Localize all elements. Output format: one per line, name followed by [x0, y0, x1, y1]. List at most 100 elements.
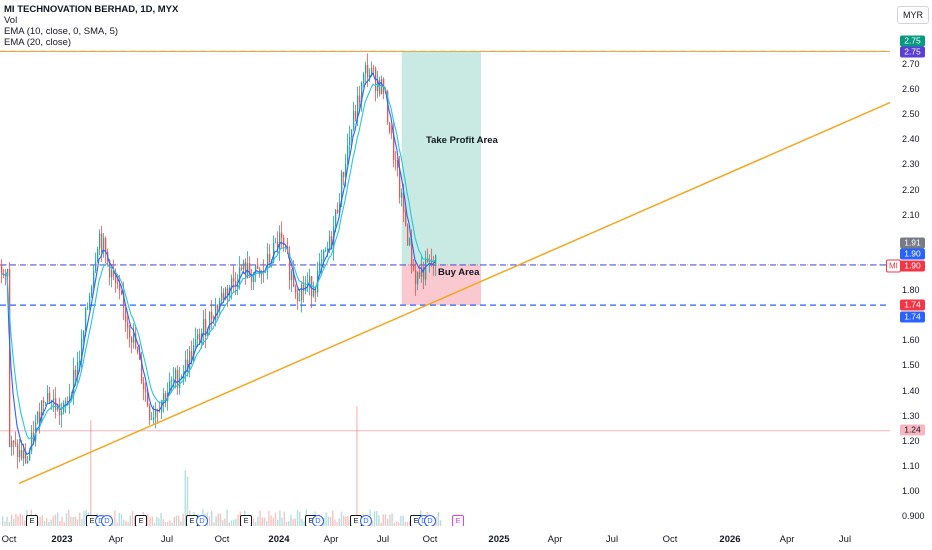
- time-label: Apr: [779, 534, 795, 545]
- candle-body: [65, 401, 67, 404]
- candle-body: [207, 329, 209, 336]
- candle-body: [105, 238, 107, 252]
- buy-area-label: Buy Area: [438, 267, 480, 278]
- candle-body: [1, 264, 3, 274]
- candle-body: [123, 294, 125, 308]
- volume-bar: [127, 521, 129, 526]
- candle-body: [169, 381, 171, 393]
- dividend-marker[interactable]: D: [360, 515, 372, 526]
- legend-ema-slow[interactable]: EMA (20, close): [4, 37, 72, 48]
- candle-body: [129, 327, 131, 338]
- dividend-marker[interactable]: D: [424, 515, 436, 526]
- volume-bar: [404, 521, 406, 526]
- chart-legend: MI TECHNOVATION BERHAD, 1D, MYX Vol EMA …: [4, 4, 178, 48]
- chart-pane[interactable]: MI TECHNOVATION BERHAD, 1D, MYX Vol EMA …: [0, 0, 890, 526]
- candle-body: [225, 288, 227, 300]
- volume-bar: [112, 521, 114, 526]
- candle-body: [219, 300, 221, 309]
- price-badge-high: 1.91: [900, 237, 925, 249]
- price-tick-label: 2.30: [902, 159, 920, 170]
- earnings-marker[interactable]: E: [135, 515, 147, 526]
- candle-body: [431, 259, 433, 264]
- price-tick-label: 2.40: [902, 134, 920, 145]
- volume-bar: [46, 518, 48, 526]
- candle-body: [283, 237, 285, 246]
- volume-bar: [180, 521, 182, 526]
- candle-body: [389, 122, 391, 132]
- earnings-marker[interactable]: E: [26, 515, 38, 526]
- price-tick-label: 2.20: [902, 184, 920, 195]
- volume-bar: [120, 513, 123, 526]
- symbol-title[interactable]: MI TECHNOVATION BERHAD, 1D, MYX: [4, 4, 179, 15]
- candle-body: [149, 405, 151, 420]
- upcoming-earnings-marker[interactable]: E: [452, 515, 464, 526]
- price-scale[interactable]: 2.702.602.502.402.302.202.101.801.701.60…: [890, 0, 932, 550]
- candle-body: [351, 129, 353, 137]
- candle-body: [293, 271, 295, 287]
- candle-body: [39, 412, 41, 423]
- candle-body: [31, 432, 33, 452]
- volume-bar: [380, 522, 382, 526]
- volume-bar: [371, 520, 373, 526]
- volume-bar: [257, 516, 259, 526]
- volume-bar: [63, 522, 65, 526]
- earnings-marker[interactable]: E: [240, 515, 252, 526]
- price-tick-label: 1.80: [902, 285, 920, 296]
- candle-body: [83, 330, 85, 339]
- candle-body: [331, 236, 333, 250]
- volume-bar: [215, 516, 217, 526]
- candle-body: [137, 348, 139, 353]
- volume-bar: [162, 519, 164, 526]
- candle-body: [357, 95, 359, 119]
- time-label: Apr: [323, 534, 339, 545]
- candle-body: [67, 401, 69, 403]
- volume-bar: [283, 511, 285, 526]
- candle-body: [235, 281, 237, 287]
- time-scale[interactable]: Oct 2023 Apr Jul Oct 2024 Apr Jul Oct 2025 Apr Jul O…: [0, 526, 890, 550]
- volume-bar: [65, 513, 68, 526]
- candle-body: [341, 171, 343, 204]
- take-profit-label: Take Profit Area: [426, 135, 498, 146]
- candle-body: [81, 338, 83, 361]
- take-profit-zone: [401, 51, 481, 265]
- candle-body: [273, 243, 275, 262]
- candle-body: [135, 333, 137, 349]
- candle-body: [69, 395, 71, 402]
- candle-body: [223, 292, 225, 300]
- candle-body: [197, 334, 199, 340]
- candle-body: [421, 267, 423, 277]
- candle-body: [423, 267, 425, 280]
- candle-body: [365, 65, 367, 74]
- candle-body: [205, 319, 207, 336]
- candle-body: [15, 443, 17, 445]
- candle-body: [359, 95, 361, 103]
- volume-bar: [81, 519, 83, 526]
- candle-body: [25, 451, 27, 463]
- candle-body: [85, 308, 87, 331]
- candle-body: [215, 304, 217, 321]
- candle-body: [9, 269, 11, 448]
- volume-bar: [235, 518, 237, 526]
- dividend-marker[interactable]: D: [312, 515, 324, 526]
- candle-body: [195, 339, 197, 346]
- currency-selector[interactable]: MYR: [897, 6, 929, 24]
- candle-body: [403, 192, 405, 213]
- volume-bar: [226, 509, 228, 526]
- legend-ema-fast[interactable]: EMA (10, close, 0, SMA, 5): [4, 26, 119, 37]
- candle-body: [157, 410, 159, 412]
- legend-volume[interactable]: Vol: [4, 15, 18, 26]
- candle-body: [299, 300, 301, 301]
- candle-body: [111, 270, 113, 278]
- time-label: Oct: [1, 534, 17, 545]
- support-trendline: [18, 101, 890, 485]
- dividend-marker[interactable]: D: [196, 515, 208, 526]
- candle-body: [345, 163, 347, 177]
- candle-body: [243, 262, 245, 270]
- volume-bar: [409, 520, 411, 526]
- dividend-marker[interactable]: D: [101, 515, 113, 526]
- volume-bar: [153, 522, 156, 526]
- price-chart-svg[interactable]: [0, 0, 890, 526]
- price-badge-top-level: 2.75: [900, 46, 925, 58]
- price-tick-label: 1.40: [902, 385, 920, 396]
- candle-body: [425, 258, 427, 280]
